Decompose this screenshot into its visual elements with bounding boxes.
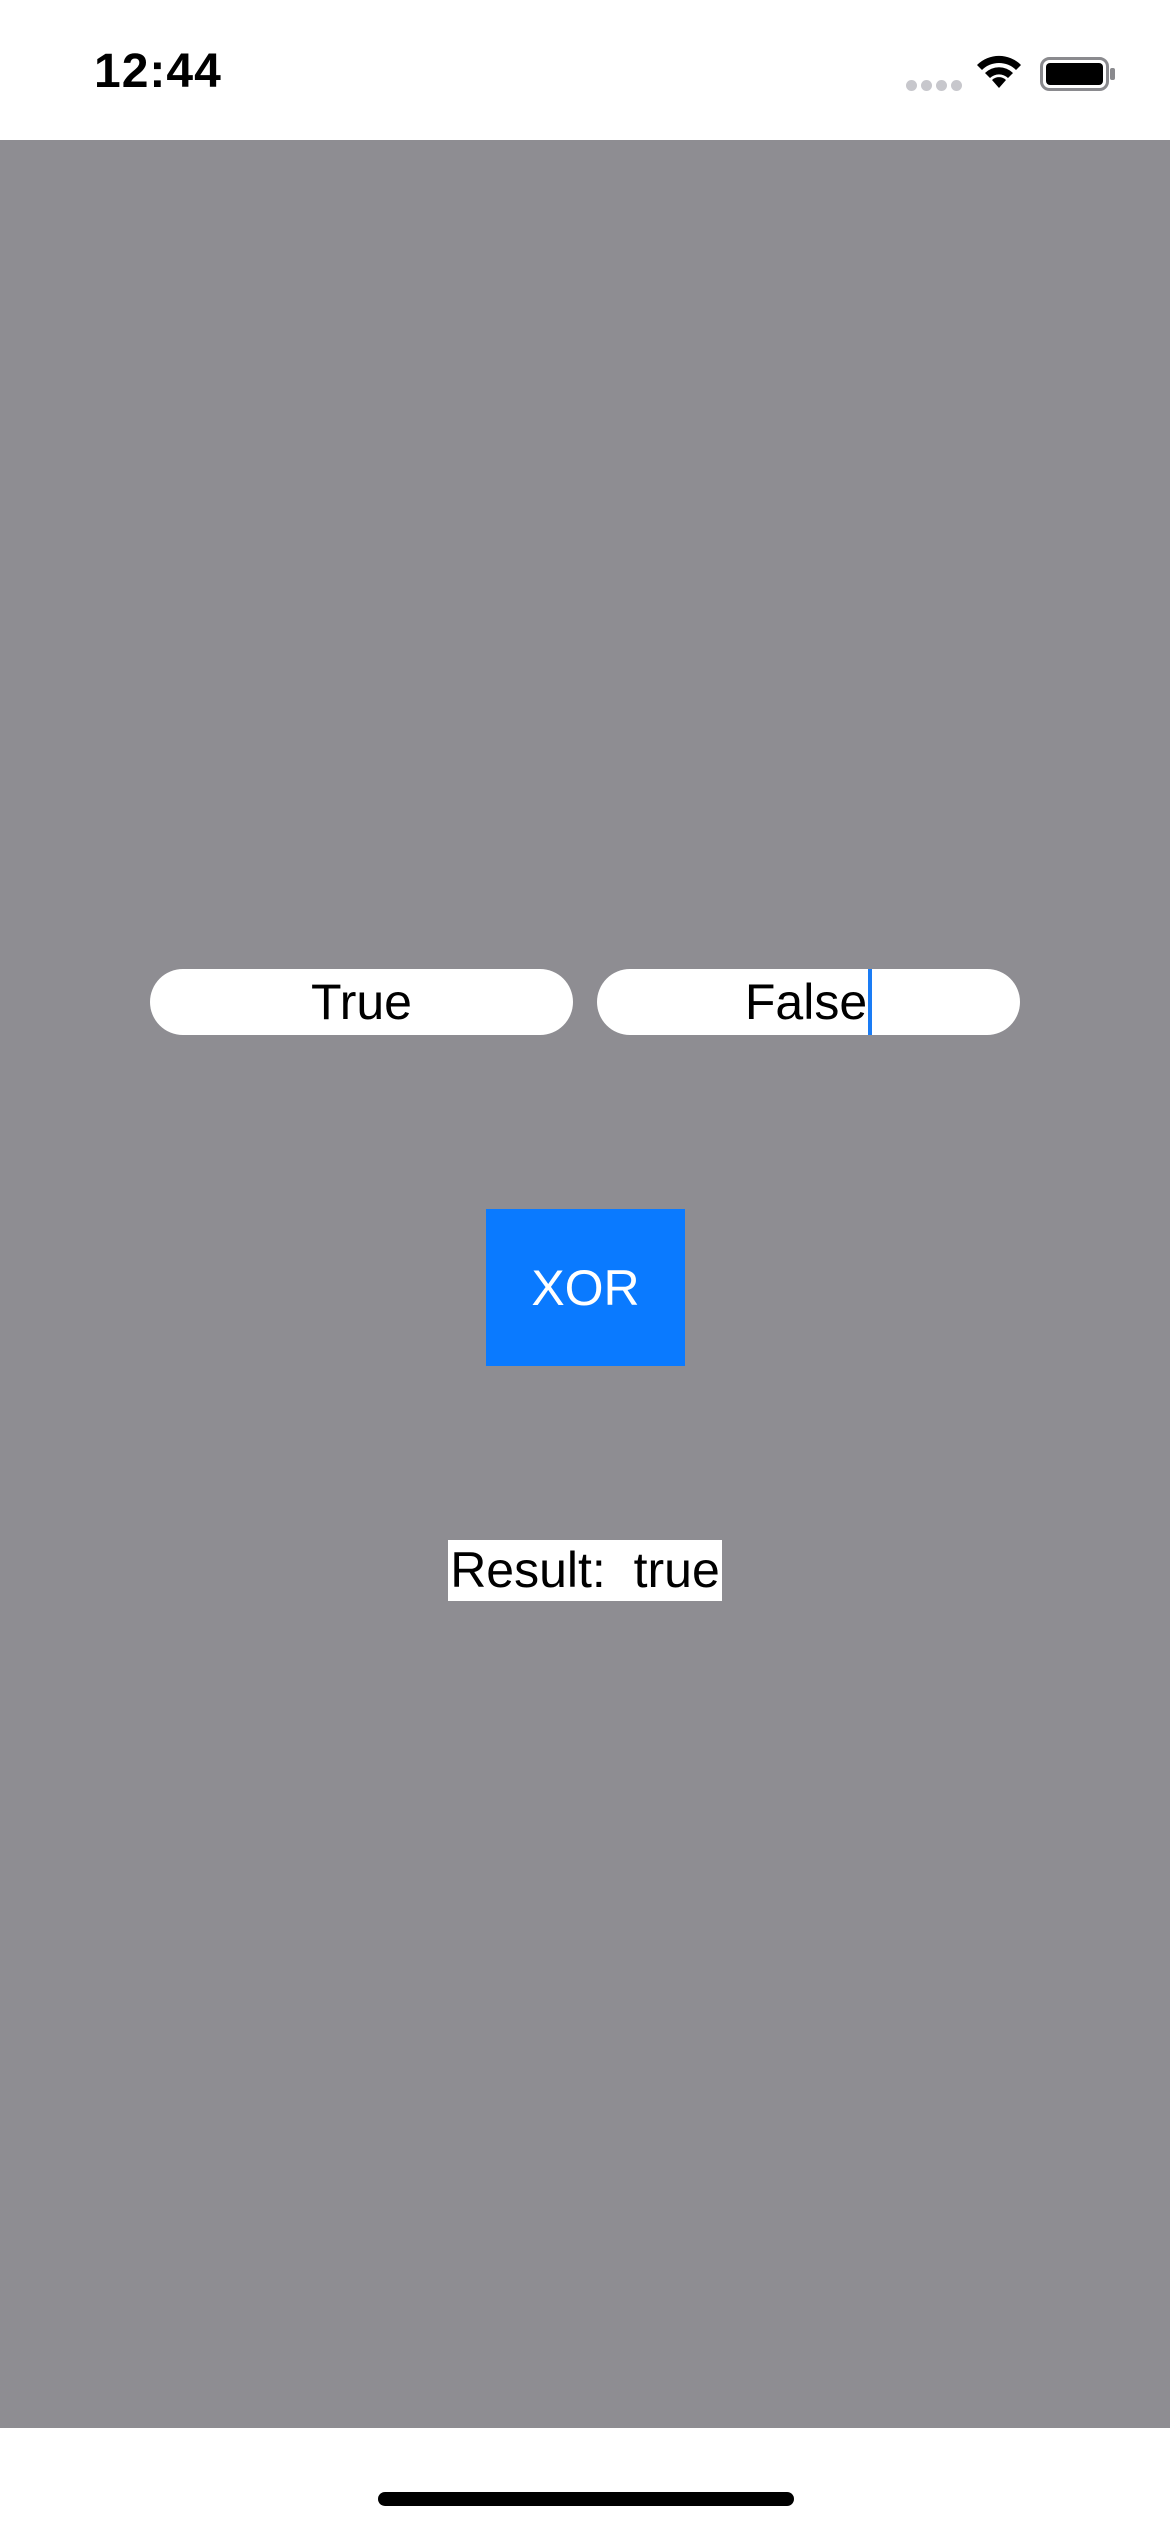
xor-button[interactable]: XOR: [486, 1209, 685, 1366]
main-content: True False XOR Result: true: [0, 140, 1170, 2428]
input-a-field[interactable]: True: [150, 969, 573, 1035]
cellular-signal-icon: [906, 80, 962, 94]
result-prefix: Result:: [450, 1542, 606, 1598]
home-indicator[interactable]: [378, 2492, 794, 2506]
result-value: true: [633, 1542, 720, 1598]
input-b-value: False: [744, 974, 868, 1030]
result-label: Result: true: [448, 1540, 722, 1601]
status-time: 12:44: [94, 45, 222, 98]
bottom-area: [0, 2428, 1170, 2532]
battery-icon: [1040, 57, 1115, 91]
wifi-icon: [977, 55, 1021, 88]
text-cursor: [868, 969, 873, 1035]
input-a-value: True: [311, 974, 412, 1030]
status-bar: 12:44: [0, 0, 1170, 140]
input-b-field[interactable]: False: [597, 969, 1020, 1035]
